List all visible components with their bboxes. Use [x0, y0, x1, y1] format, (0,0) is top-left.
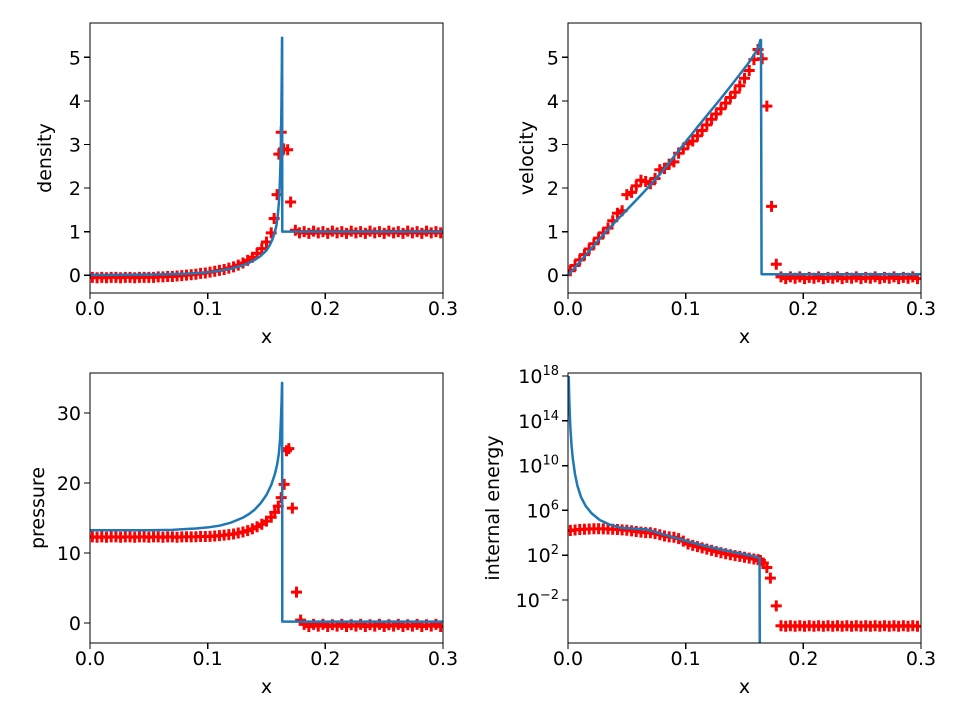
density-ytick-label: 3	[69, 135, 81, 157]
velocity-ticks: 0.0 0.1 0.2 0.3 0 1 2 3 4 5	[547, 47, 936, 320]
energy-analytic-line	[568, 375, 762, 643]
pressure-xtick-label: 0.1	[193, 648, 223, 670]
energy-xtick-label: 0.1	[671, 648, 701, 670]
energy-ytick-label: 1010	[518, 454, 559, 478]
density-xtick-label: 0.1	[193, 298, 223, 320]
velocity-sim-markers	[568, 44, 921, 285]
pressure-xtick-label: 0.0	[75, 648, 105, 670]
energy-ytick-label: 10−2	[516, 588, 559, 612]
pressure-sim-markers	[90, 443, 443, 632]
pressure-ytick-label: 0	[69, 613, 81, 635]
density-ytick-label: 5	[69, 47, 81, 69]
energy-xtick-label: 0.2	[788, 648, 818, 670]
velocity-ytick-label: 1	[547, 222, 559, 244]
internal-energy-xlabel: x	[738, 676, 751, 698]
density-xlabel: x	[260, 326, 273, 348]
density-xtick-label: 0.0	[75, 298, 105, 320]
velocity-xtick-label: 0.0	[553, 298, 583, 320]
density-ticks: 0.0 0.1 0.2 0.3 0 1 2 3 4 5	[69, 47, 458, 320]
density-spines	[89, 22, 444, 294]
velocity-ytick-label: 2	[547, 178, 559, 200]
velocity-ytick-label: 0	[547, 265, 559, 287]
density-plot: 0.0 0.1 0.2 0.3 0 1 2 3 4 5	[69, 22, 458, 320]
density-ytick-label: 1	[69, 222, 81, 244]
energy-plot: 0.0 0.1 0.2 0.3 10−2 102 106 1010 1014 1018	[516, 364, 936, 670]
velocity-xlabel: x	[738, 326, 751, 348]
velocity-spines	[567, 22, 922, 294]
pressure-ytick-label: 30	[57, 403, 81, 425]
density-ytick-label: 4	[69, 91, 81, 113]
density-ytick-label: 0	[69, 265, 81, 287]
pressure-analytic-line	[90, 381, 443, 623]
velocity-ytick-label: 4	[547, 91, 559, 113]
pressure-ytick-label: 10	[57, 543, 81, 565]
energy-ytick-label: 102	[527, 543, 559, 567]
pressure-ylabel: pressure	[27, 466, 49, 550]
energy-xtick-label: 0.0	[553, 648, 583, 670]
pressure-ytick-label: 20	[57, 473, 81, 495]
pressure-plot: 0.0 0.1 0.2 0.3 0 10 20 30	[57, 372, 458, 670]
density-sim-markers	[90, 126, 443, 284]
density-ylabel: density	[34, 123, 56, 193]
energy-sim-markers	[568, 523, 921, 632]
energy-ticks: 0.0 0.1 0.2 0.3 10−2 102 106 1010 1014 1018	[516, 364, 936, 670]
velocity-ylabel: velocity	[516, 120, 538, 196]
density-xtick-label: 0.2	[310, 298, 340, 320]
energy-ytick-label: 1014	[518, 409, 559, 433]
energy-spines	[567, 372, 922, 644]
velocity-ytick-label: 3	[547, 135, 559, 157]
energy-xtick-label: 0.3	[906, 648, 936, 670]
internal-energy-ylabel: internal energy	[482, 435, 504, 581]
velocity-analytic-line	[568, 38, 921, 276]
velocity-ytick-label: 5	[547, 47, 559, 69]
velocity-xtick-label: 0.3	[906, 298, 936, 320]
velocity-xtick-label: 0.2	[788, 298, 818, 320]
energy-ytick-label: 106	[527, 498, 559, 522]
density-ytick-label: 2	[69, 178, 81, 200]
pressure-xtick-label: 0.2	[310, 648, 340, 670]
density-analytic-line	[90, 36, 443, 277]
velocity-xtick-label: 0.1	[671, 298, 701, 320]
energy-ytick-label: 1018	[518, 364, 559, 388]
pressure-ticks: 0.0 0.1 0.2 0.3 0 10 20 30	[57, 403, 458, 670]
pressure-xlabel: x	[260, 676, 273, 698]
density-xtick-label: 0.3	[428, 298, 458, 320]
pressure-xtick-label: 0.3	[428, 648, 458, 670]
pressure-spines	[89, 372, 444, 644]
velocity-plot: 0.0 0.1 0.2 0.3 0 1 2 3 4 5	[547, 22, 936, 320]
